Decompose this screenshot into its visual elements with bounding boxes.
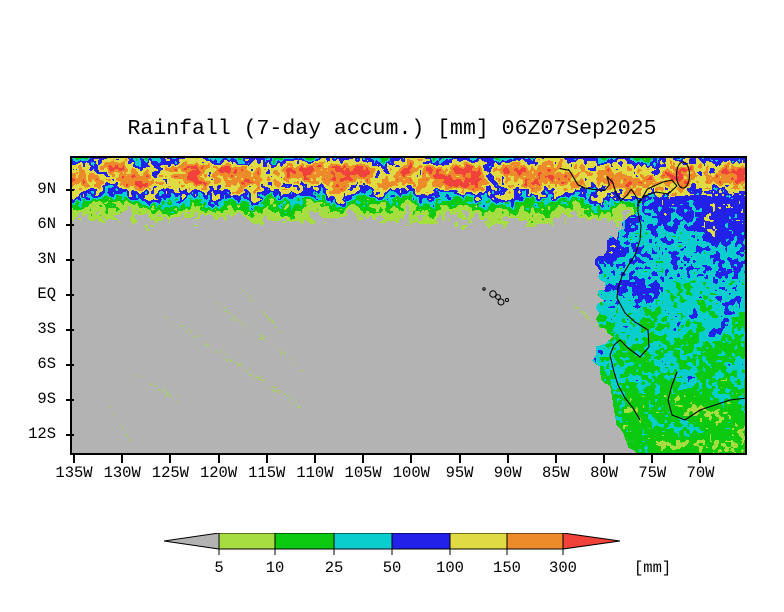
svg-text:50: 50	[383, 559, 402, 577]
svg-text:25: 25	[325, 559, 344, 577]
svg-text:300: 300	[549, 559, 577, 577]
svg-text:100: 100	[436, 559, 464, 577]
svg-text:5: 5	[214, 559, 223, 577]
svg-text:150: 150	[493, 559, 521, 577]
svg-text:[mm]: [mm]	[634, 559, 671, 577]
svg-text:10: 10	[266, 559, 285, 577]
